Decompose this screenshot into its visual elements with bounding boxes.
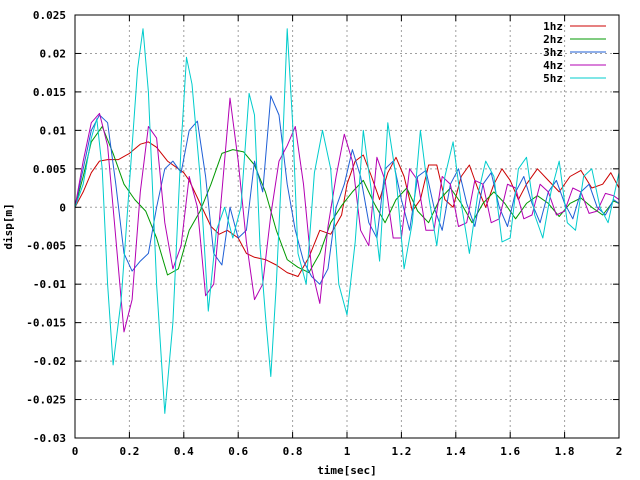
y-tick-labels: 0.025 0.02 0.015 0.01 0.005 0 -0.005 -0.01 -0.01… bbox=[26, 9, 66, 445]
grid bbox=[75, 15, 619, 438]
x-tick-label: 1.2 bbox=[391, 445, 411, 458]
series-line-2hz bbox=[74, 126, 620, 276]
legend-label: 5hz bbox=[543, 72, 563, 85]
series-line-3hz bbox=[74, 95, 620, 285]
x-tick-label: 0.4 bbox=[174, 445, 194, 458]
y-tick-label: 0.01 bbox=[40, 124, 67, 137]
y-tick-label: 0.025 bbox=[33, 9, 66, 22]
legend-label: 1hz bbox=[543, 20, 563, 33]
y-tick-label: -0.015 bbox=[26, 317, 66, 330]
x-tick-label: 1.4 bbox=[446, 445, 466, 458]
legend-label: 3hz bbox=[543, 46, 563, 59]
x-tick-label: 0.6 bbox=[228, 445, 248, 458]
x-tick-label: 0 bbox=[72, 445, 79, 458]
x-tick-label: 0.2 bbox=[119, 445, 139, 458]
y-tick-label: 0.005 bbox=[33, 163, 66, 176]
x-tick-label: 1.6 bbox=[500, 445, 520, 458]
series-line-4hz bbox=[74, 97, 620, 333]
y-tick-label: 0 bbox=[59, 201, 66, 214]
series-group bbox=[74, 28, 620, 414]
y-tick-label: -0.01 bbox=[33, 278, 66, 291]
y-tick-label: 0.015 bbox=[33, 86, 66, 99]
y-tick-label: 0.02 bbox=[40, 47, 67, 60]
x-tick-label: 0.8 bbox=[283, 445, 303, 458]
legend-label: 4hz bbox=[543, 59, 563, 72]
x-tick-label: 1 bbox=[344, 445, 351, 458]
y-tick-label: -0.03 bbox=[33, 432, 66, 445]
x-tick-label: 1.8 bbox=[555, 445, 575, 458]
series-line-5hz bbox=[74, 28, 620, 414]
y-tick-label: -0.02 bbox=[33, 355, 66, 368]
ticks bbox=[74, 14, 620, 439]
x-axis-label: time[sec] bbox=[317, 464, 377, 477]
y-tick-label: -0.005 bbox=[26, 240, 66, 253]
legend-label: 2hz bbox=[543, 33, 563, 46]
y-axis-label: disp[m] bbox=[2, 203, 15, 249]
y-tick-label: -0.025 bbox=[26, 394, 66, 407]
x-tick-labels: 0 0.2 0.4 0.6 0.8 1 1.2 1.4 1.6 1.8 2 bbox=[72, 445, 623, 458]
x-tick-label: 2 bbox=[616, 445, 623, 458]
